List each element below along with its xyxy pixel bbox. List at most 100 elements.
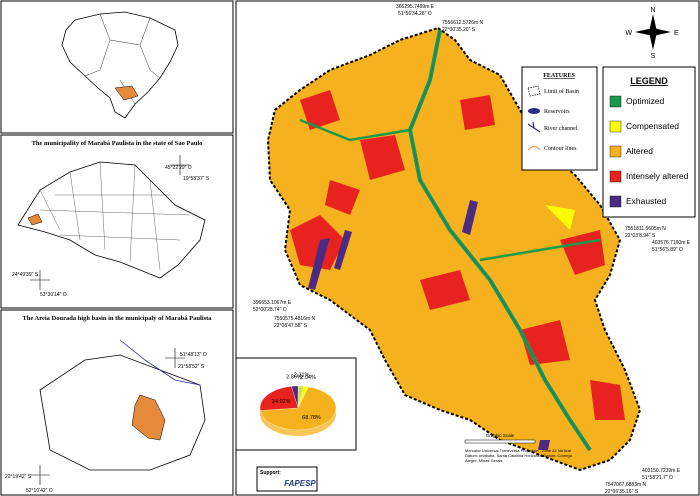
compass: N S W E: [625, 7, 679, 60]
features-frame: [521, 66, 598, 171]
area: [590, 380, 625, 420]
coord-labels: 366295.7499m E 51°56'34.26" O 7556612.57…: [253, 4, 691, 495]
pie-slice: [260, 386, 337, 431]
feature-label: Limit of Basin: [544, 88, 579, 95]
sp-municipalities: [39, 161, 191, 271]
legend-label: Altered: [626, 146, 653, 156]
scale-title: Graphic Scale: [486, 433, 515, 438]
coord-label: 396653.1067m E: [253, 300, 292, 306]
area: [334, 230, 352, 270]
feature-icon: [527, 85, 541, 97]
coord-label: 7551811.5605m N: [625, 226, 666, 232]
feature-icon: [528, 108, 540, 114]
coord-label: 19°58'37" S: [183, 176, 210, 182]
legend-label: Intensely altered: [626, 171, 689, 181]
projection-box: Mercator Universal Transversa Projection…: [465, 448, 572, 463]
support-box: [256, 466, 318, 492]
area: [308, 238, 330, 290]
exhausted-areas: [308, 200, 550, 450]
panel-title: The municipality of Marabá Paulista in t…: [32, 140, 203, 147]
legend-label: Exhausted: [626, 196, 666, 206]
coord-label: 24°49'39" S: [12, 272, 39, 278]
coord-crosses: [30, 155, 190, 290]
basin-highlight: [131, 394, 166, 441]
coord-label: 51°56'34.26" O: [398, 11, 432, 17]
area: [538, 440, 550, 450]
coord-label: 22°00'35.20" S: [442, 27, 476, 33]
area: [300, 90, 340, 130]
coord-label: 22°19'42" S: [5, 474, 32, 480]
feature-label: River channel: [544, 126, 578, 132]
panel-brazil: [0, 0, 234, 134]
river-channel: [409, 29, 591, 451]
coord-label: 22°08'47.58" S: [274, 323, 308, 329]
coord-label: 7550575.4816m N: [274, 316, 316, 322]
feature-label: Reservoirs: [544, 109, 570, 115]
area: [460, 95, 495, 130]
legend-frame: [602, 66, 696, 218]
coord-label: 7556612.5726m N: [442, 20, 484, 26]
feature-icon: [527, 121, 541, 133]
area: [290, 215, 345, 270]
municipality-highlight: [27, 213, 43, 226]
pie-slice: [259, 386, 299, 411]
legend-swatch: [609, 95, 622, 108]
coord-label: 52°00'28.74" O: [253, 307, 287, 313]
coord-label: 21°58'52" S: [178, 364, 205, 370]
projection-text: Mercator Universal Transversa Projection…: [465, 448, 572, 463]
pie-label: 68.78%: [302, 415, 321, 421]
coord-label: 51°48'13" O: [180, 352, 207, 358]
coord-label: 403576.7160m E: [652, 240, 691, 246]
coord-label: 53°30'14" O: [40, 292, 67, 298]
feature-label: Contour lines: [544, 146, 577, 152]
area: [325, 180, 360, 215]
legend-label: Optimized: [626, 96, 665, 106]
compass-letter: W: [625, 30, 632, 37]
compass-letter: S: [651, 53, 656, 60]
panel-basin-location: [0, 309, 234, 496]
feature-icon: [527, 146, 541, 151]
compensated-area: [545, 205, 575, 230]
panel-title: The Areia Dourada high basin in the muni…: [22, 315, 212, 322]
intensely-altered-areas: [290, 90, 625, 420]
legend-title: LEGEND: [630, 76, 668, 86]
legend-swatch: [609, 145, 622, 158]
brazil-outline: [61, 11, 179, 119]
legend: LEGEND Optimized Compensated Altered Intens…: [602, 66, 696, 218]
panel-main-map: [235, 0, 700, 496]
pie-label: 2.31%: [294, 373, 310, 379]
coord-label: 22°03'8.94" S: [625, 233, 656, 239]
area: [462, 200, 478, 235]
sp-highlight: [114, 85, 139, 101]
area: [420, 270, 470, 310]
area: [360, 135, 405, 180]
compass-letter: E: [674, 30, 679, 37]
brazil-states: [84, 13, 161, 105]
compass-letter: N: [650, 7, 655, 14]
coord-label: 403150.7239m E: [642, 468, 681, 474]
sponsor-logo: FAPESP: [284, 479, 316, 488]
features-box: FEATURES Limit of Basin Reservoirs River…: [521, 66, 598, 171]
legend-swatch: [609, 195, 622, 208]
support-label: Support:: [260, 470, 281, 476]
legend-swatch: [609, 170, 622, 183]
coord-label: 22°06'35.16" S: [605, 489, 639, 495]
features-title: FEATURES: [543, 73, 575, 79]
coord-crosses: [30, 348, 185, 485]
coord-label: 366295.7499m E: [396, 4, 435, 10]
sp-outline: [17, 161, 206, 279]
river: [119, 339, 201, 386]
panel-sp: [0, 134, 234, 309]
compass-rose: [635, 14, 671, 50]
coord-label: 52°10'42" O: [26, 488, 53, 494]
pie-label: 24.02%: [272, 399, 291, 405]
legend-swatch: [609, 120, 622, 133]
coord-label: 51°58'21.7" O: [642, 475, 673, 481]
pie-label: 2.04%: [300, 375, 316, 381]
pie-label: 2.86%: [286, 375, 302, 381]
coord-label: 51°56'5.89" O: [652, 247, 683, 253]
municipality-outline: [39, 354, 206, 471]
scale-bar: [464, 439, 536, 444]
pie-chart: 2.86%2.31%2.04% 68.78% 24.02%: [259, 373, 337, 436]
